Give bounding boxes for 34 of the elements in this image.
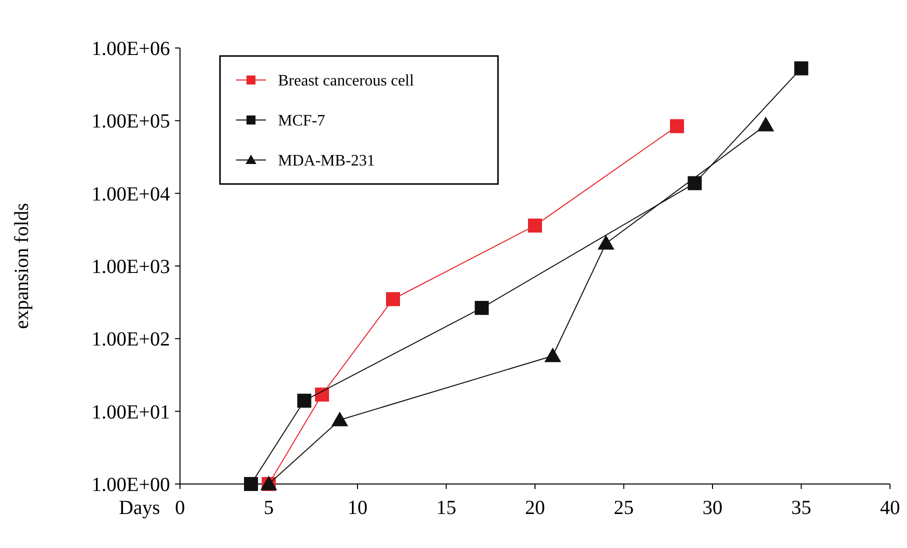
x-tick-label: 20	[525, 497, 545, 519]
point	[688, 176, 702, 190]
point	[331, 412, 348, 426]
x-tick-label: 25	[614, 497, 634, 519]
y-tick-label: 1.00E+06	[92, 38, 170, 60]
point	[315, 388, 329, 402]
y-tick-label: 1.00E+01	[92, 401, 170, 424]
y-tick-label: 1.00E+05	[92, 110, 170, 133]
y-tick-label: 1.00E+00	[92, 474, 170, 496]
y-tick-label: 1.00E+03	[92, 256, 170, 278]
x-tick-label: 15	[436, 497, 456, 519]
x-tick-label: 5	[264, 497, 274, 519]
point	[598, 234, 614, 250]
x-tick-label: 0	[175, 497, 185, 519]
x-tick-label: 35	[791, 497, 812, 519]
point	[474, 300, 489, 315]
y-tick-label: 1.00E+04	[92, 183, 170, 206]
legend-label: MCF-7	[278, 112, 326, 130]
x-tick-label: 10	[348, 497, 368, 519]
legend-label: Breast cancerous cell	[278, 72, 414, 90]
x-tick-label: 30	[702, 497, 722, 519]
point	[244, 477, 258, 491]
point	[528, 218, 542, 233]
y-tick-label: 1.00E+02	[92, 328, 170, 351]
y-axis-title: expansion folds	[11, 202, 33, 330]
point	[670, 119, 684, 134]
point	[297, 394, 312, 408]
x-axis-title: Days	[118, 497, 160, 519]
point	[386, 292, 400, 306]
point	[794, 61, 808, 76]
point	[544, 347, 562, 362]
x-tick-label: 40	[880, 497, 900, 519]
legend-label: MDA-MB-231	[278, 152, 375, 170]
point	[757, 116, 774, 132]
